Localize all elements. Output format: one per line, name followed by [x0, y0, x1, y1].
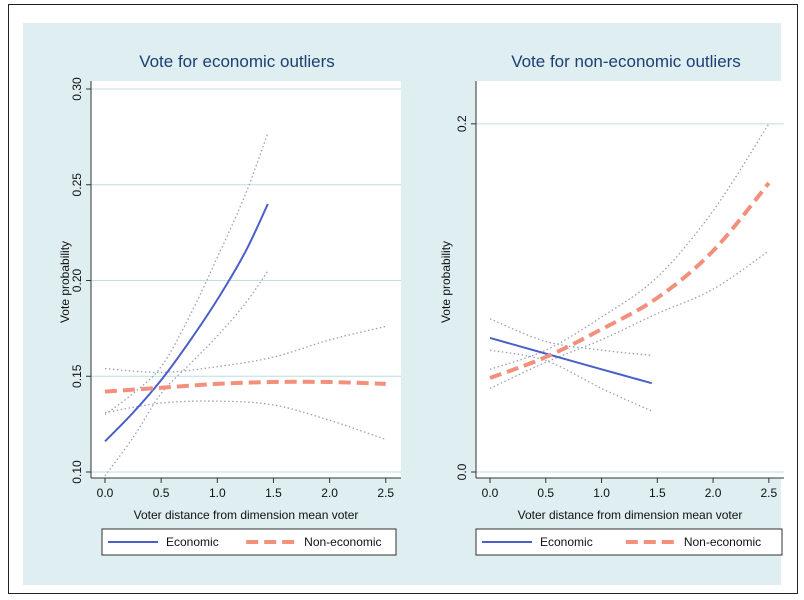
y-tick-label: 0.10 — [70, 460, 84, 484]
y-axis-label: Vote probability — [439, 241, 453, 323]
figure-canvas: 0.10 0.15 0.20 0.25 0.30 0.0 0.5 1.0 1.5 2.0 2.5 Vo… — [23, 23, 784, 585]
legend-economic-label: Economic — [540, 535, 593, 549]
ci-lower-line — [104, 400, 386, 441]
economic-series-line — [104, 203, 269, 443]
legend: Economic Non-economic — [101, 528, 397, 556]
x-tick-label: 1.0 — [593, 486, 610, 500]
x-axis-label: Voter distance from dimension mean voter — [518, 508, 743, 522]
chart-panel-2: 0.0 0.2 0.0 0.5 1.0 1.5 2.0 2.5 Vote for non-eco… — [439, 52, 784, 556]
x-tick-label: 1.5 — [649, 486, 666, 500]
plot-region — [476, 81, 784, 478]
ci-lower-line — [489, 349, 652, 412]
y-tick-label: 0.0 — [455, 463, 469, 480]
ci-upper-line — [489, 318, 652, 357]
x-tick-label: 2.0 — [321, 486, 338, 500]
x-tick-label: 1.5 — [265, 486, 282, 500]
x-tick-label: 0.5 — [537, 486, 554, 500]
x-tick-label: 1.0 — [209, 486, 226, 500]
y-tick-label: 0.2 — [455, 115, 469, 132]
legend-non-economic-label: Non-economic — [304, 535, 381, 549]
non-economic-series-line — [489, 181, 771, 380]
y-axis-label: Vote probability — [58, 241, 72, 323]
ci-upper-line — [489, 123, 770, 370]
x-tick-label: 2.5 — [377, 486, 394, 500]
x-tick-label: 0.5 — [153, 486, 170, 500]
ci-upper-line — [104, 325, 386, 374]
x-tick-label: 0.0 — [482, 486, 499, 500]
ci-lower-line — [489, 250, 770, 390]
x-tick-label: 2.5 — [761, 486, 778, 500]
x-axis-label: Voter distance from dimension mean voter — [134, 508, 359, 522]
legend: Economic Non-economic — [475, 528, 783, 556]
figure-frame: 0.10 0.15 0.20 0.25 0.30 0.0 0.5 1.0 1.5 2.0 2.5 Vo… — [8, 4, 798, 594]
y-tick-label: 0.15 — [70, 364, 84, 388]
chart-title: Vote for economic outliers — [139, 52, 335, 71]
economic-series-line — [489, 336, 652, 385]
chart-panel-1: 0.10 0.15 0.20 0.25 0.30 0.0 0.5 1.0 1.5 2.0 2.5 Vo… — [58, 52, 401, 556]
y-tick-label: 0.30 — [70, 77, 84, 101]
legend-economic-label: Economic — [166, 535, 219, 549]
x-tick-label: 0.0 — [97, 486, 114, 500]
legend-non-economic-label: Non-economic — [684, 535, 761, 549]
y-tick-label: 0.25 — [70, 173, 84, 197]
plot-region — [91, 81, 401, 478]
x-tick-label: 2.0 — [705, 486, 722, 500]
y-tick-label: 0.20 — [70, 268, 84, 292]
chart-title: Vote for non-economic outliers — [511, 52, 741, 71]
